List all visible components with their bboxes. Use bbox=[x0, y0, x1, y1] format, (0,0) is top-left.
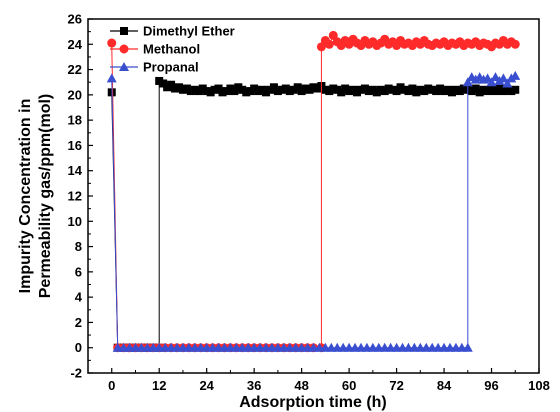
y-tick-label: 26 bbox=[68, 12, 82, 27]
y-tick-label: 20 bbox=[68, 87, 82, 102]
data-point bbox=[494, 75, 505, 85]
y-tick-label: 14 bbox=[68, 163, 83, 178]
y-tick-label: 18 bbox=[68, 113, 82, 128]
x-tick-label: 24 bbox=[199, 378, 214, 393]
x-tick-label: 48 bbox=[294, 378, 308, 393]
y-tick-label: 22 bbox=[68, 62, 82, 77]
x-tick-label: 0 bbox=[108, 378, 115, 393]
y-tick-label: 4 bbox=[75, 290, 83, 305]
x-tick-label: 108 bbox=[528, 378, 550, 393]
x-tick-label: 96 bbox=[484, 378, 498, 393]
data-point bbox=[107, 38, 117, 48]
x-axis: 0 12 24 36 48 60 72 84 96 108 bbox=[108, 368, 550, 393]
y-tick-label: 8 bbox=[75, 239, 82, 254]
legend-marker bbox=[120, 27, 128, 35]
series-methanol bbox=[107, 30, 520, 353]
legend-marker bbox=[119, 62, 129, 71]
legend-label: Methanol bbox=[143, 42, 200, 57]
data-point bbox=[462, 342, 473, 352]
y-tick-label: 6 bbox=[75, 264, 82, 279]
y-tick-label: 12 bbox=[68, 189, 82, 204]
data-point bbox=[498, 73, 509, 83]
y-tick-label: 2 bbox=[75, 315, 82, 330]
x-tick-label: 72 bbox=[389, 378, 403, 393]
legend-entry: Dimethyl Ether bbox=[110, 24, 235, 39]
y-tick-label: 16 bbox=[68, 138, 82, 153]
legend-entry: Methanol bbox=[110, 42, 200, 57]
y-tick-label: 10 bbox=[68, 214, 82, 229]
series-line bbox=[111, 79, 516, 349]
legend-label: Dimethyl Ether bbox=[143, 24, 235, 39]
x-tick-label: 60 bbox=[342, 378, 356, 393]
series-line bbox=[111, 75, 516, 349]
y-axis-title-line-1: Impurity Concentration in bbox=[17, 99, 34, 294]
data-point bbox=[506, 73, 517, 83]
y-axis-title-line-2: Permeability gas/ppm(mol) bbox=[37, 94, 54, 299]
x-tick-label: 84 bbox=[437, 378, 452, 393]
series-dimethyl-ether bbox=[107, 76, 520, 352]
legend-entry: Propanal bbox=[110, 60, 199, 75]
data-point bbox=[510, 70, 521, 80]
series-propanal bbox=[106, 70, 521, 352]
legend-label: Propanal bbox=[143, 60, 199, 75]
x-tick-label: 12 bbox=[152, 378, 166, 393]
legend: Dimethyl Ether Methanol Propanal bbox=[110, 24, 235, 75]
legend-marker bbox=[119, 44, 129, 54]
data-point bbox=[470, 74, 481, 84]
y-tick-label: 0 bbox=[75, 340, 82, 355]
x-tick-label: 36 bbox=[247, 378, 261, 393]
data-point bbox=[462, 77, 473, 87]
y-tick-label: 24 bbox=[68, 37, 83, 52]
data-point bbox=[510, 39, 520, 49]
data-point bbox=[486, 77, 497, 87]
series-layer bbox=[106, 30, 521, 353]
data-point bbox=[106, 73, 117, 83]
data-point bbox=[324, 39, 334, 49]
y-tick-label: -2 bbox=[70, 366, 82, 381]
data-point bbox=[502, 78, 513, 88]
x-axis-title: Adsorption time (h) bbox=[239, 394, 387, 411]
data-point bbox=[511, 85, 520, 94]
